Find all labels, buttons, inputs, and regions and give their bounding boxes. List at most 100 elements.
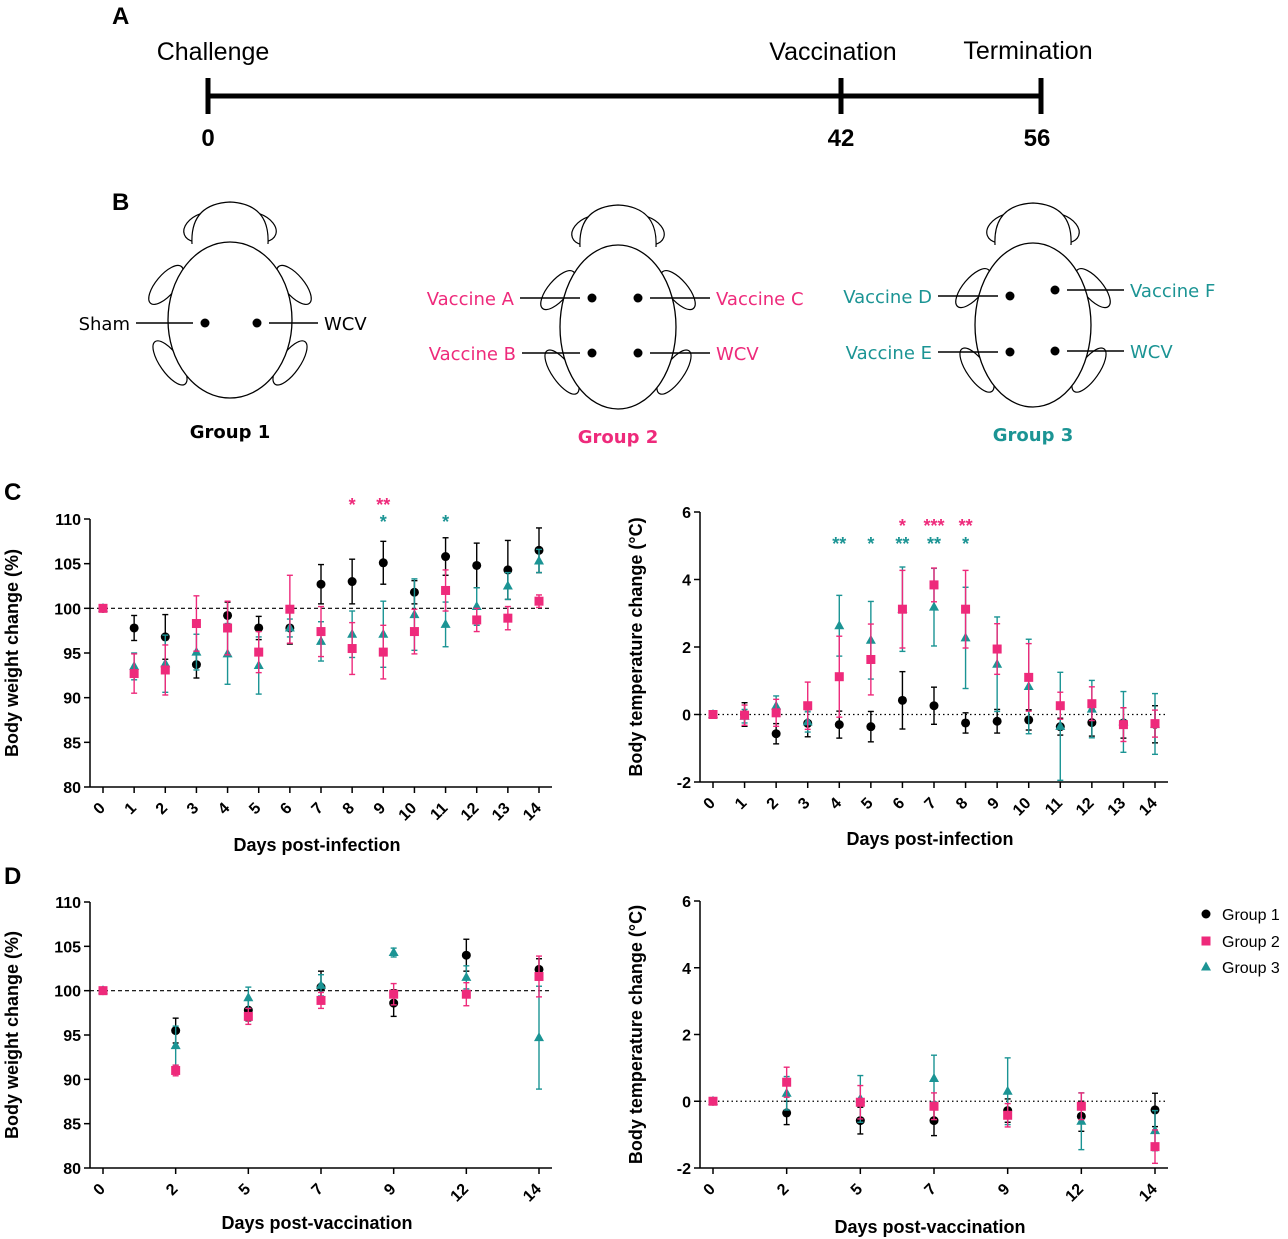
- injection-site-dot: [633, 348, 643, 358]
- y-tick-label: 110: [55, 895, 81, 912]
- injection-site-dot: [633, 293, 643, 303]
- y-tick-label: 110: [55, 512, 81, 529]
- x-tick-label: 2: [774, 1181, 792, 1199]
- y-tick-label: 105: [54, 939, 81, 956]
- data-point-square: [129, 669, 139, 679]
- x-tick-label: 7: [922, 1181, 940, 1199]
- panel-letter-c: C: [4, 479, 21, 506]
- data-point-circle: [254, 623, 264, 633]
- data-point-square: [708, 1096, 718, 1106]
- data-point-triangle: [440, 618, 451, 628]
- data-point-circle: [441, 552, 451, 562]
- data-point-square: [98, 603, 108, 613]
- x-tick-label: 0: [91, 1181, 109, 1199]
- legend-marker-triangle: [1201, 961, 1211, 971]
- data-point-square: [1024, 672, 1034, 682]
- y-tick-label: 2: [682, 1028, 691, 1045]
- data-point-square: [461, 989, 471, 999]
- data-point-triangle: [534, 555, 544, 565]
- injection-site-label: Sham: [79, 314, 130, 335]
- data-point-circle: [347, 577, 357, 587]
- y-axis-title: Body weight change (%): [2, 549, 22, 757]
- x-axis-title: Days post-infection: [846, 829, 1013, 849]
- injection-site-label: Vaccine D: [843, 287, 932, 308]
- significance-stars: *: [867, 534, 874, 554]
- data-point-triangle: [929, 601, 939, 611]
- data-point-triangle: [243, 992, 254, 1002]
- x-tick-label: 5: [848, 1181, 866, 1199]
- data-point-square: [1055, 701, 1065, 711]
- injection-site-label: Vaccine A: [427, 289, 515, 310]
- data-point-circle: [961, 718, 971, 728]
- mouse-body: [167, 241, 293, 399]
- x-tick-label: 14: [1136, 1181, 1161, 1206]
- data-point-circle: [866, 722, 876, 732]
- injection-site-dot: [587, 348, 597, 358]
- data-point-triangle: [1002, 1085, 1013, 1095]
- y-axis-title: Body temperature change (°C): [626, 517, 646, 776]
- data-point-square: [316, 627, 326, 637]
- data-point-triangle: [170, 1040, 181, 1050]
- x-tick-label: 2: [764, 795, 782, 813]
- injection-site-label: WCV: [716, 344, 759, 365]
- injection-site-label: Vaccine C: [716, 289, 804, 310]
- group-title: Group 3: [993, 425, 1074, 446]
- data-point-square: [171, 1065, 181, 1075]
- y-tick-label: 85: [63, 1117, 81, 1134]
- panel-letter-d: D: [4, 863, 21, 890]
- timeline-label-termination: Termination: [963, 37, 1092, 65]
- data-point-square: [866, 654, 876, 664]
- legend: Group 1 Group 2 Group 3: [1201, 907, 1280, 977]
- data-point-square: [347, 644, 357, 654]
- y-tick-label: -2: [677, 1161, 691, 1178]
- data-point-square: [1087, 699, 1097, 709]
- x-tick-label: 14: [520, 800, 545, 825]
- data-point-triangle: [534, 1032, 544, 1042]
- x-axis-title: Days post-vaccination: [834, 1217, 1025, 1237]
- x-tick-label: 12: [1063, 1181, 1088, 1206]
- data-point-square: [897, 604, 907, 614]
- data-point-circle: [461, 950, 471, 960]
- data-point-triangle: [834, 620, 845, 630]
- data-point-square: [472, 615, 482, 625]
- data-point-triangle: [316, 979, 326, 989]
- data-point-square: [191, 619, 201, 629]
- y-tick-label: 100: [54, 984, 81, 1001]
- data-point-circle: [834, 720, 844, 730]
- data-point-square: [740, 710, 750, 720]
- x-tick-label: 12: [1073, 795, 1098, 820]
- legend-label: Group 1: [1222, 907, 1280, 924]
- significance-stars: *: [380, 512, 387, 532]
- legend-marker-circle: [1201, 909, 1211, 919]
- x-tick-label: 4: [215, 800, 233, 818]
- injection-site-dot: [1005, 291, 1015, 301]
- x-axis-title: Days post-infection: [233, 835, 400, 855]
- timeline-day-termination: 56: [1024, 125, 1051, 152]
- chart-d-body-weight: 80 85 90 95 100 105 110 0 2 5 7 9 12 14 Days post-vacc…: [2, 895, 552, 1233]
- data-point-square: [1118, 720, 1128, 730]
- x-tick-label: 8: [953, 795, 971, 813]
- mouse-body: [974, 242, 1092, 408]
- x-tick-label: 14: [520, 1181, 545, 1206]
- mouse-head: [994, 202, 1072, 246]
- data-point-square: [223, 623, 233, 633]
- group-title: Group 2: [578, 427, 659, 448]
- data-point-circle: [378, 558, 388, 568]
- data-point-square: [929, 580, 939, 590]
- series-group-2: [98, 955, 544, 1077]
- injection-site-label: WCV: [324, 314, 367, 335]
- chart-d-body-temperature: -2 0 2 4 6 0 2 5 7 9 12 14 Days post-vaccination Body…: [626, 894, 1168, 1237]
- injection-site-dot: [1005, 347, 1015, 357]
- data-point-circle: [897, 695, 907, 705]
- data-point-square: [834, 672, 844, 682]
- data-point-square: [534, 971, 544, 981]
- panel-letter-a: A: [112, 3, 129, 30]
- series-group-2: [708, 1066, 1160, 1165]
- y-axis-title: Body temperature change (°C): [626, 905, 646, 1164]
- mouse-head: [191, 201, 269, 245]
- data-point-square: [1150, 1142, 1160, 1152]
- data-point-square: [855, 1097, 865, 1107]
- data-point-square: [771, 708, 781, 718]
- data-point-square: [534, 596, 544, 606]
- data-point-square: [782, 1077, 792, 1087]
